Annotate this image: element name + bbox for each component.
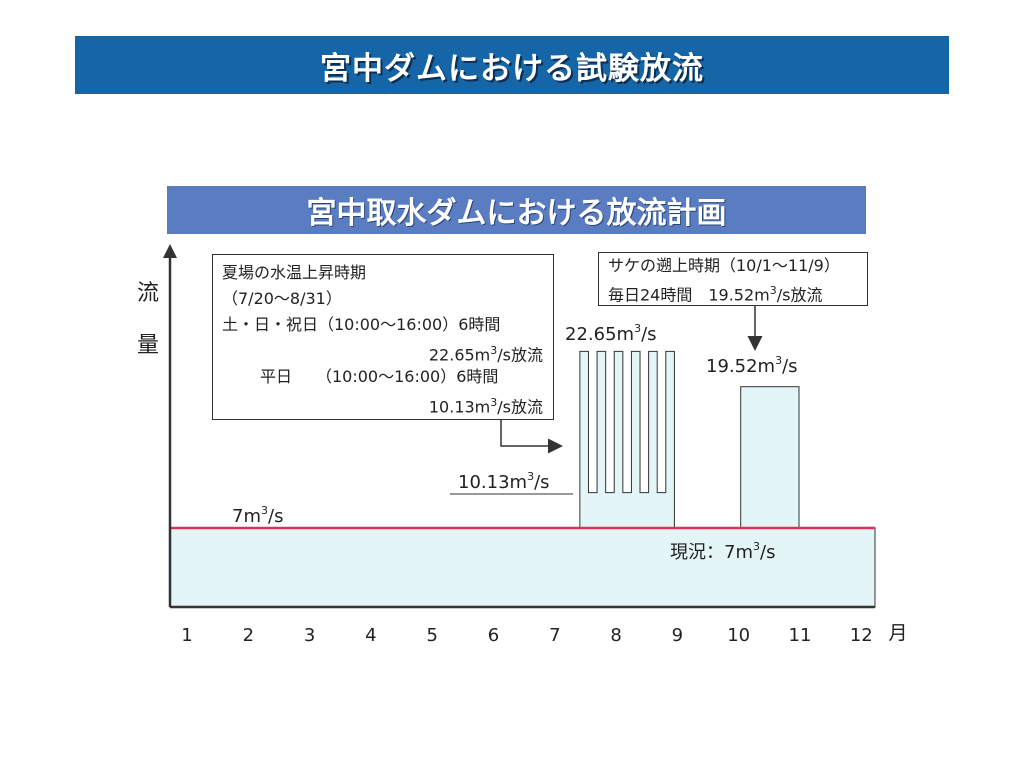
salmon-release-area	[740, 386, 800, 529]
x-tick-label: 9	[672, 625, 683, 646]
y-axis-label: 量	[137, 333, 159, 358]
x-tick-label: 8	[610, 625, 621, 646]
x-tick-label: 1	[181, 625, 192, 646]
summer-note-line6-sup: 3	[490, 396, 498, 409]
summer-note-line4-sup: 3	[490, 344, 498, 357]
chart-title-bar: 宮中取水ダムにおける放流計画	[167, 186, 866, 234]
y-axis-label: 流	[137, 281, 159, 306]
x-tick-label: 4	[365, 625, 376, 646]
salmon-note-line1: サケの遡上時期（10/1〜11/9）	[608, 256, 840, 275]
baseline-label: 7m3/s	[232, 504, 283, 527]
current-status-label: 現況：7m3/s	[670, 540, 775, 563]
summer-low-label: 10.13m3/s	[458, 470, 550, 493]
salmon-note-line2-value: 毎日24時間 19.52m	[608, 285, 770, 305]
x-tick-label: 10	[727, 625, 750, 646]
summer-note-arrow	[500, 418, 563, 454]
salmon-note-line2: 毎日24時間 19.52m3/s放流	[608, 278, 823, 308]
x-tick-label: 5	[426, 625, 437, 646]
summer-high-label: 22.65m3/s	[565, 322, 657, 345]
summer-release-area	[579, 350, 675, 529]
summer-note-line6-suffix: /s放流	[497, 397, 543, 417]
x-tick-label: 2	[243, 625, 254, 646]
salmon-note-box: サケの遡上時期（10/1〜11/9） 毎日24時間 19.52m3/s放流	[598, 252, 868, 306]
summer-note-line2: （7/20〜8/31）	[222, 289, 342, 308]
y-axis-arrow	[163, 244, 177, 258]
x-tick-label: 3	[304, 625, 315, 646]
x-tick-label: 6	[488, 625, 499, 646]
summer-note-line6: 10.13m3/s放流	[429, 390, 543, 420]
x-tick-label: 12	[850, 625, 873, 646]
summer-note-line3: 土・日・祝日（10:00〜16:00）6時間	[222, 315, 501, 334]
x-tick-label: 11	[789, 625, 812, 646]
x-tick-label: 7	[549, 625, 560, 646]
summer-note-line4-value: 22.65m	[428, 345, 491, 365]
summer-note-line4-suffix: /s放流	[497, 345, 543, 365]
summer-note-line4: 22.65m3/s放流	[429, 338, 543, 368]
summer-note-line1: 夏場の水温上昇時期	[222, 263, 367, 282]
chart-title: 宮中取水ダムにおける放流計画	[306, 196, 727, 231]
slide-title: 宮中ダムにおける試験放流	[320, 50, 704, 87]
summer-note-box: 夏場の水温上昇時期 （7/20〜8/31） 土・日・祝日（10:00〜16:00…	[212, 254, 554, 420]
x-axis-unit: 月	[888, 622, 907, 644]
base-flow-area	[169, 527, 876, 608]
summer-note-line5: 平日 （10:00〜16:00）6時間	[260, 367, 499, 386]
summer-note-line6-value: 10.13m	[428, 397, 491, 417]
salmon-note-line2-sup: 3	[769, 284, 777, 297]
salmon-note-line2-suffix: /s放流	[776, 285, 823, 305]
slide-title-bar: 宮中ダムにおける試験放流	[75, 36, 949, 94]
salmon-label: 19.52m3/s	[706, 354, 798, 377]
